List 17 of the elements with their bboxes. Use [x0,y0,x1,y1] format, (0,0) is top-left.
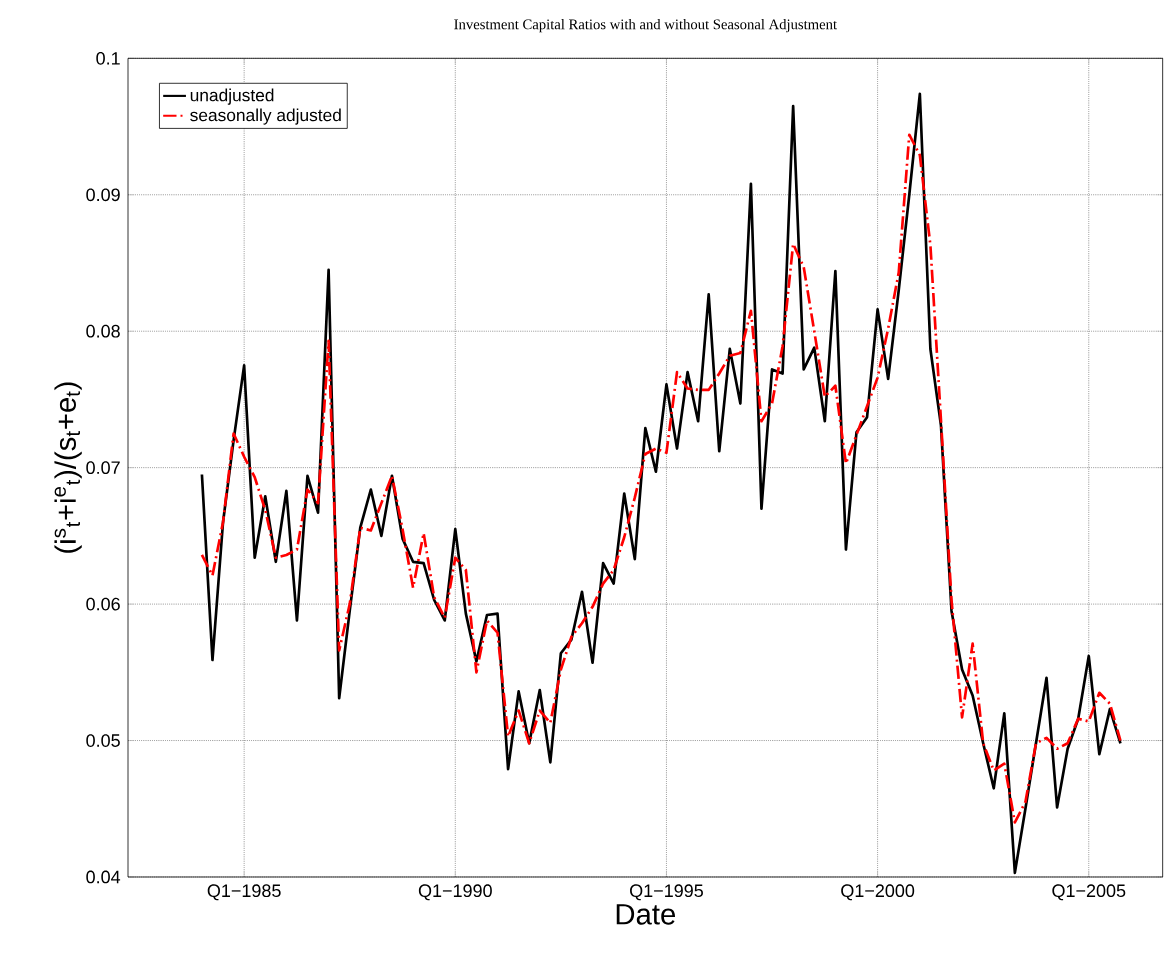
chart-title: Investment Capital Ratios with and without Seasonal Adjustment [454,18,837,33]
legend-label: unadjusted [190,88,274,105]
x-tick-label: Q1−1990 [418,884,492,901]
legend-label: seasonally adjusted [190,108,341,125]
y-tick-label: 0.05 [86,734,120,747]
x-tick-label: Q1−2005 [1052,884,1126,901]
x-tick-label: Q1−1985 [207,884,281,901]
y-tick-label: 0.04 [86,870,121,884]
y-tick-label: 0.09 [86,188,120,202]
x-tick-label: Q1−1995 [630,884,703,901]
x-axis-title: Date [616,904,676,925]
y-tick-label: 0.06 [86,597,120,611]
y-tick-label: 0.07 [86,461,120,475]
text: (i$^{s}$$_{t}$+i$^{e}$$_{t}$)/(s$_{t}$+e$_{t}$) [54,382,82,553]
x-tick-label: Q1−2000 [841,884,915,901]
y-tick-label: 0.1 [96,51,120,65]
y-tick-label: 0.08 [86,324,120,338]
